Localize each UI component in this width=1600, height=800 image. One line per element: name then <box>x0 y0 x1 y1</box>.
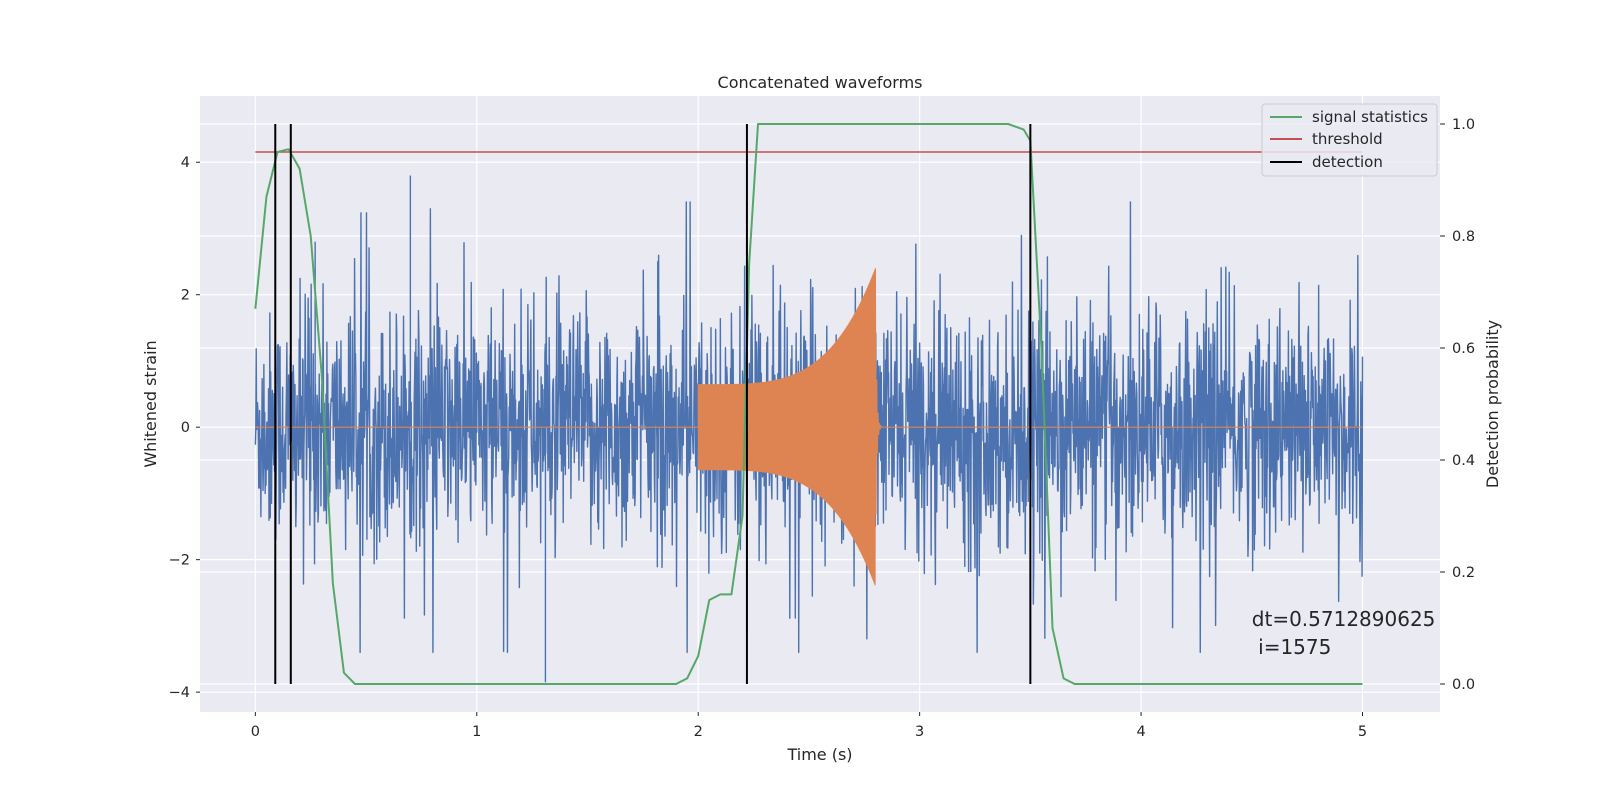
legend-label-detection: detection <box>1312 153 1383 171</box>
x-tick-label: 2 <box>694 724 703 740</box>
legend-box <box>1261 103 1438 177</box>
y2-tick-label: 0.4 <box>1452 453 1475 469</box>
x-axis-label: Time (s) <box>786 745 852 764</box>
detection-lines <box>274 124 1032 684</box>
y-axis-label: Whitened strain <box>141 340 160 467</box>
y-tick-label: 4 <box>181 155 190 171</box>
signal-statistics-series <box>254 123 1363 685</box>
legend-label-threshold: threshold <box>1312 130 1383 148</box>
y2-tick-label: 1.0 <box>1452 117 1475 133</box>
x-axis: 0 1 2 3 4 5 <box>251 712 1367 740</box>
x-tick-label: 3 <box>915 724 924 740</box>
y2-tick-label: 0.8 <box>1452 229 1475 245</box>
legend: signal statistics threshold detection <box>1261 103 1438 177</box>
y-tick-label: −4 <box>169 685 190 701</box>
injected-signal-series <box>255 268 1363 586</box>
annotation-dt: dt=0.5712890625 <box>1252 607 1436 631</box>
annotation: dt=0.5712890625 i=1575 <box>1252 607 1436 659</box>
y2-tick-label: 0.0 <box>1452 677 1475 693</box>
y-axis-right: 0.0 0.2 0.4 0.6 0.8 1.0 <box>1440 117 1475 693</box>
y-tick-label: −2 <box>169 553 190 569</box>
y2-tick-label: 0.2 <box>1452 565 1475 581</box>
injected-signal-line <box>255 268 1363 586</box>
y2-axis-label: Detection probability <box>1483 320 1502 488</box>
chart-title: Concatenated waveforms <box>718 73 923 92</box>
signal-statistics-line <box>254 123 1363 685</box>
x-tick-label: 4 <box>1136 724 1145 740</box>
y-axis-left: −4 −2 0 2 4 <box>169 155 200 701</box>
y-tick-label: 0 <box>181 420 190 436</box>
annotation-index: i=1575 <box>1252 635 1332 659</box>
x-tick-label: 5 <box>1358 724 1367 740</box>
y2-tick-label: 0.6 <box>1452 341 1475 357</box>
x-tick-label: 1 <box>472 724 481 740</box>
y-tick-label: 2 <box>181 288 190 304</box>
legend-label-signal-statistics: signal statistics <box>1312 108 1428 126</box>
x-tick-label: 0 <box>251 724 260 740</box>
